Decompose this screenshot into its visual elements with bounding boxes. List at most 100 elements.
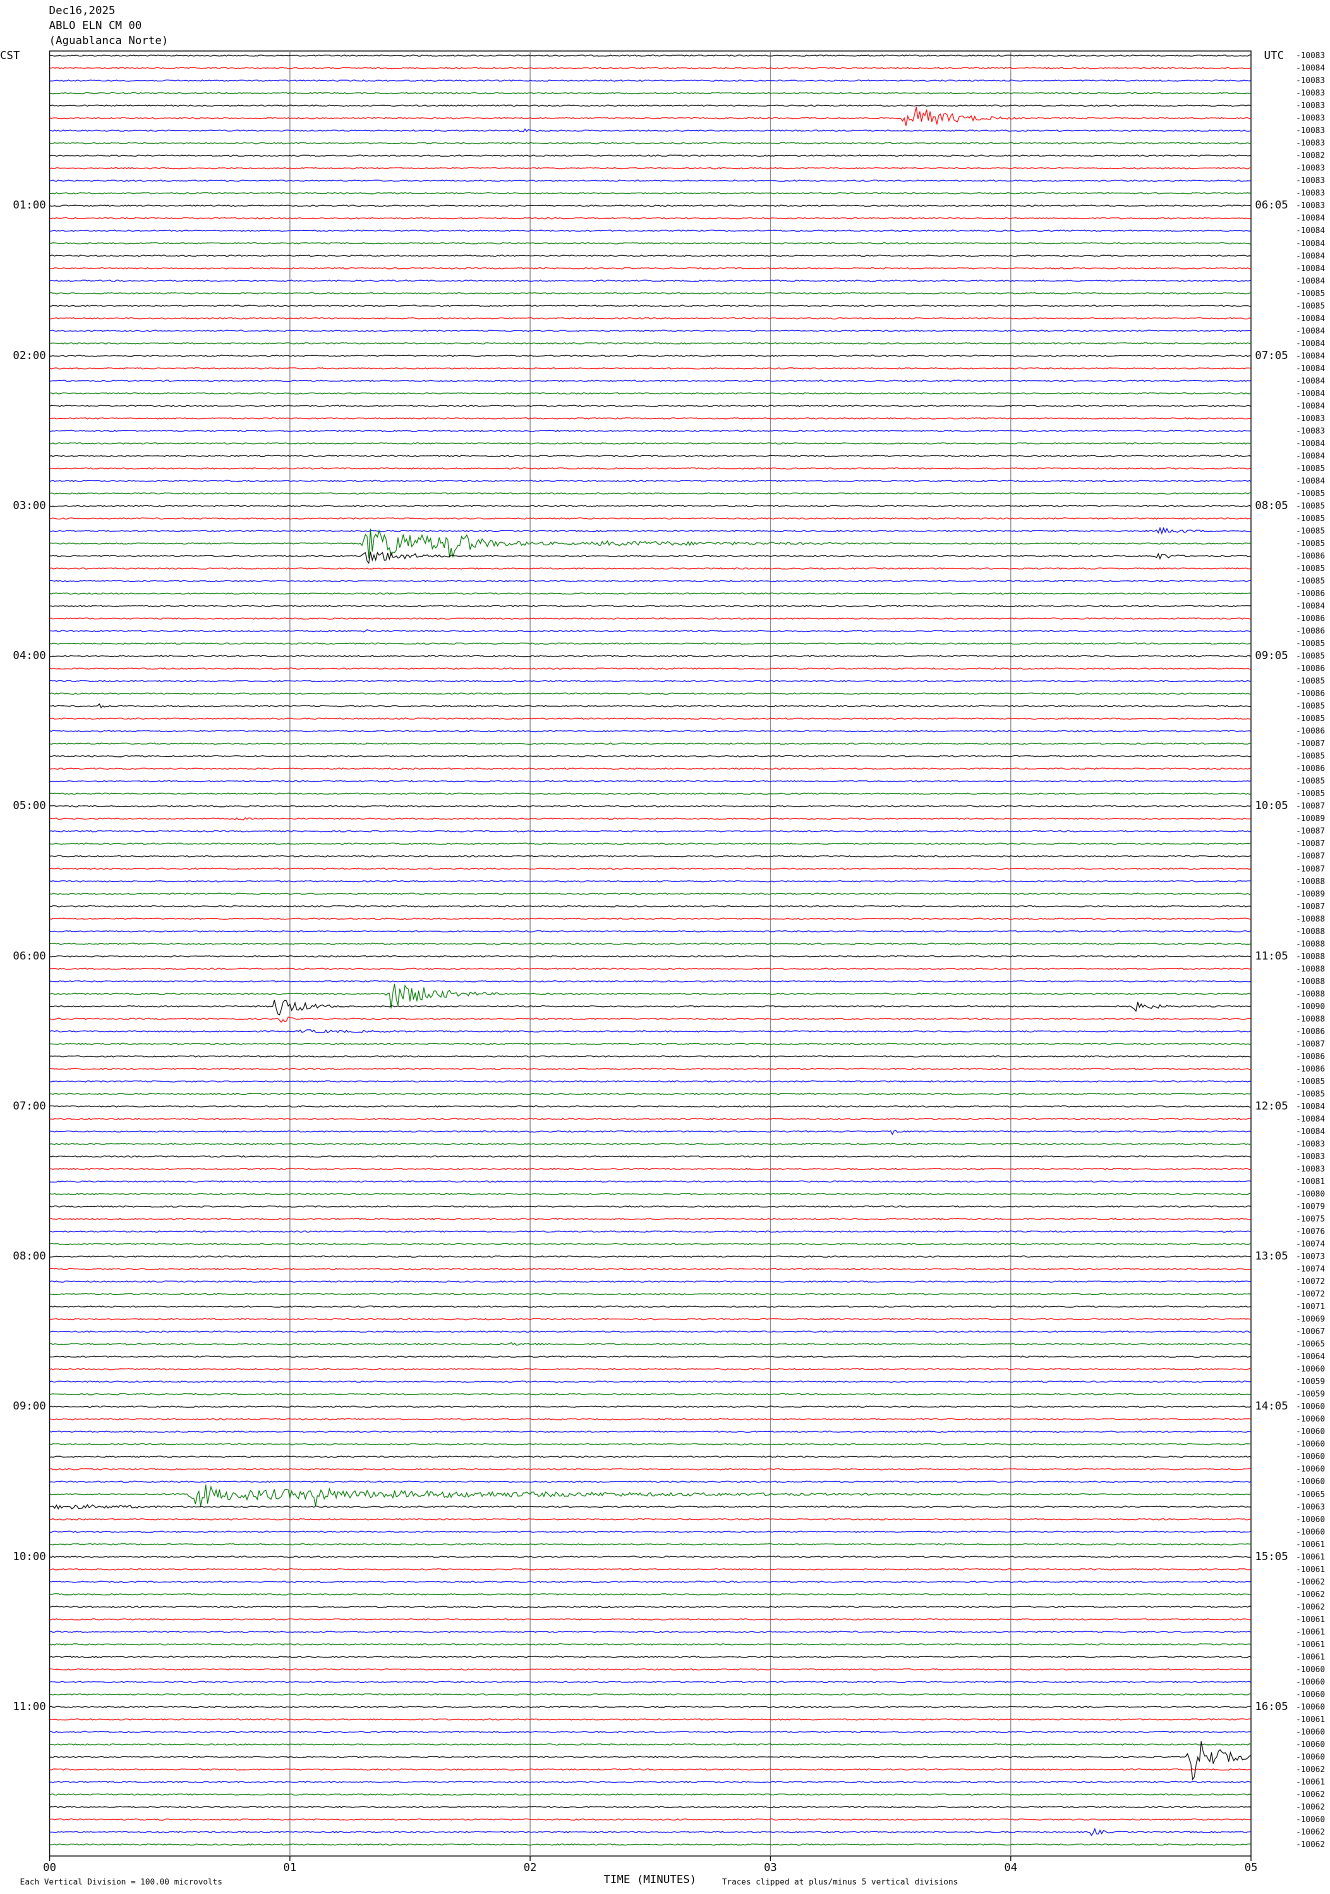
trace	[49, 1718, 1252, 1721]
trace-label: -10088	[1296, 1014, 1325, 1023]
trace-label: -10088	[1296, 952, 1325, 961]
trace	[49, 604, 1252, 608]
trace-label: -10085	[1296, 464, 1325, 473]
trace-label: -10084	[1296, 476, 1325, 485]
trace-label: -10084	[1296, 314, 1325, 323]
trace	[49, 1155, 1252, 1158]
trace-label: -10061	[1296, 1552, 1325, 1561]
trace	[49, 526, 1251, 535]
trace-label: -10085	[1296, 639, 1325, 648]
trace	[49, 179, 1252, 182]
trace-label: -10084	[1296, 64, 1325, 73]
trace	[49, 1680, 1252, 1683]
trace-label: -10083	[1296, 201, 1325, 210]
x-tick-label: 03	[764, 1861, 777, 1874]
trace-label: -10084	[1296, 326, 1325, 335]
trace-label: -10085	[1296, 1089, 1325, 1098]
trace-label: -10090	[1296, 1002, 1325, 1011]
trace	[49, 367, 1252, 370]
clip-note: Traces clipped at plus/minus 5 vertical …	[722, 1878, 958, 1887]
utc-hour-label: 06:05	[1255, 199, 1288, 212]
trace	[49, 1255, 1252, 1258]
trace-label: -10088	[1296, 914, 1325, 923]
trace	[49, 192, 1252, 195]
trace	[49, 1368, 1252, 1371]
trace	[49, 92, 1252, 95]
trace-label: -10085	[1296, 702, 1325, 711]
trace-label: -10083	[1296, 76, 1325, 85]
station: ABLO ELN CM 00	[49, 19, 142, 32]
trace-label: -10086	[1296, 614, 1325, 623]
trace	[49, 1055, 1252, 1058]
trace-label: -10083	[1296, 1164, 1325, 1173]
trace-label: -10086	[1296, 552, 1325, 561]
trace	[49, 967, 1252, 970]
cst-hour-label: 06:00	[13, 949, 46, 962]
trace	[49, 379, 1252, 382]
trace-label: -10083	[1296, 114, 1325, 123]
trace-label: -10085	[1296, 539, 1325, 548]
trace	[49, 504, 1252, 508]
trace-label: -10060	[1296, 1477, 1325, 1486]
trace	[49, 1016, 1252, 1023]
trace	[49, 417, 1252, 420]
trace	[49, 79, 1252, 82]
trace	[49, 1180, 1252, 1183]
utc-hour-label: 10:05	[1255, 799, 1288, 812]
trace	[49, 617, 1252, 620]
trace-label: -10060	[1296, 1677, 1325, 1686]
trace	[49, 167, 1252, 170]
trace-label: -10088	[1296, 989, 1325, 998]
left-zone: CST	[0, 49, 20, 62]
trace	[49, 1192, 1252, 1196]
trace	[49, 1480, 1252, 1483]
cst-hour-label: 05:00	[13, 799, 46, 812]
trace-label: -10071	[1296, 1302, 1325, 1311]
trace-label: -10084	[1296, 264, 1325, 273]
trace-label: -10067	[1296, 1327, 1325, 1336]
trace-label: -10086	[1296, 664, 1325, 673]
trace-label: -10060	[1296, 1440, 1325, 1449]
trace	[49, 54, 1251, 57]
trace	[49, 842, 1252, 845]
trace	[49, 1305, 1252, 1308]
trace-label: -10072	[1296, 1277, 1325, 1286]
trace	[49, 579, 1251, 583]
cst-hour-label: 09:00	[13, 1400, 46, 1413]
trace-label: -10074	[1296, 1240, 1325, 1249]
trace	[49, 1630, 1252, 1633]
trace	[49, 1292, 1252, 1296]
trace-label: -10075	[1296, 1215, 1325, 1224]
trace	[49, 1693, 1252, 1696]
trace-label: -10086	[1296, 1027, 1325, 1036]
trace	[49, 1167, 1252, 1171]
trace-label: -10085	[1296, 789, 1325, 798]
trace-label: -10089	[1296, 814, 1325, 823]
trace-label: -10060	[1296, 1515, 1325, 1524]
trace	[49, 304, 1252, 307]
trace-label: -10087	[1296, 902, 1325, 911]
trace-label: -10087	[1296, 864, 1325, 873]
trace	[49, 1455, 1252, 1458]
trace-label: -10062	[1296, 1577, 1325, 1586]
trace-label: -10084	[1296, 251, 1325, 260]
trace	[49, 1267, 1252, 1271]
trace-label: -10086	[1296, 727, 1325, 736]
trace-label: -10083	[1296, 189, 1325, 198]
trace	[49, 692, 1252, 695]
trace-label: -10087	[1296, 852, 1325, 861]
trace	[49, 1827, 1252, 1837]
trace-label: -10088	[1296, 964, 1325, 973]
trace	[49, 517, 1252, 520]
trace	[49, 229, 1252, 232]
trace-label: -10087	[1296, 839, 1325, 848]
trace-label: -10076	[1296, 1227, 1325, 1236]
trace	[49, 917, 1252, 920]
trace	[49, 254, 1252, 257]
utc-hour-label: 16:05	[1255, 1700, 1288, 1713]
trace-label: -10069	[1296, 1315, 1325, 1324]
trace-label: -10061	[1296, 1565, 1325, 1574]
trace-label: -10060	[1296, 1427, 1325, 1436]
trace	[49, 629, 1252, 633]
trace	[49, 717, 1252, 720]
